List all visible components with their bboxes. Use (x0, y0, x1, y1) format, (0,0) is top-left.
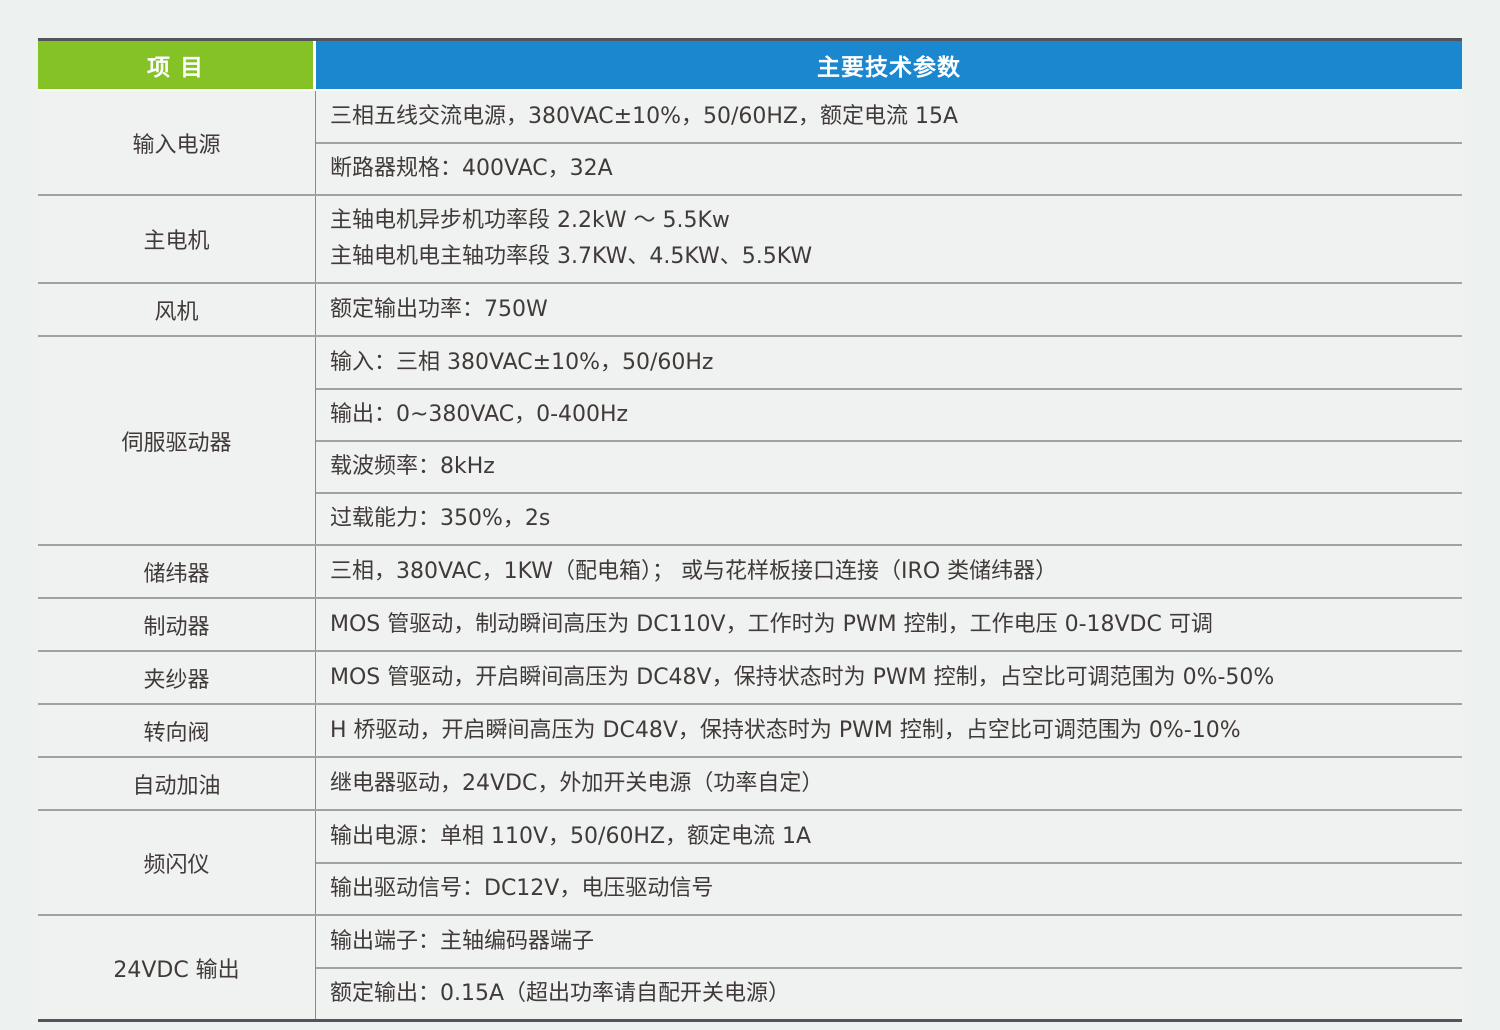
table-group-row: 输入电源 三相五线交流电源，380VAC±10%，50/60HZ，额定电流 15A… (38, 91, 1462, 194)
table-group-row: 主电机 主轴电机异步机功率段 2.2kW ～ 5.5Kw 主轴电机电主轴功率段 3.… (38, 194, 1462, 282)
table-group-row: 频闪仪 输出电源：单相 110V，50/60HZ，额定电流 1A 输出驱动信号：DC… (38, 809, 1462, 914)
spec-text: 三相五线交流电源，380VAC±10%，50/60HZ，额定电流 15A (330, 103, 959, 129)
spec-cell: MOS 管驱动，开启瞬间高压为 DC48V，保持状态时为 PWM 控制，占空比可… (316, 652, 1462, 703)
spec-cell-list: 输入：三相 380VAC±10%，50/60Hz 输出：0~380VAC，0-40… (316, 337, 1462, 544)
header-params-label: 主要技术参数 (817, 55, 961, 81)
spec-text: 输出端子：主轴编码器端子 (330, 928, 595, 954)
item-cell: 夹纱器 (38, 652, 316, 703)
item-cell: 频闪仪 (38, 811, 316, 914)
table-group-row: 夹纱器 MOS 管驱动，开启瞬间高压为 DC48V，保持状态时为 PWM 控制，占… (38, 650, 1462, 703)
spec-cell-list: H 桥驱动，开启瞬间高压为 DC48V，保持状态时为 PWM 控制，占空比可调范… (316, 705, 1462, 756)
spec-text: H 桥驱动，开启瞬间高压为 DC48V，保持状态时为 PWM 控制，占空比可调范… (330, 717, 1241, 743)
spec-cell: 输入：三相 380VAC±10%，50/60Hz (316, 337, 1462, 388)
spec-cell-list: 继电器驱动，24VDC，外加开关电源（功率自定） (316, 758, 1462, 809)
spec-cell: 输出电源：单相 110V，50/60HZ，额定电流 1A (316, 811, 1462, 862)
item-cell: 伺服驱动器 (38, 337, 316, 544)
spec-table: 项 目 主要技术参数 输入电源 三相五线交流电源，380VAC±10%，50/60… (38, 38, 1462, 1022)
item-cell: 制动器 (38, 599, 316, 650)
item-cell: 风机 (38, 284, 316, 335)
spec-text: 过载能力：350%，2s (330, 506, 551, 531)
spec-text: 输入：三相 380VAC±10%，50/60Hz (330, 349, 714, 375)
spec-cell: 输出驱动信号：DC12V，电压驱动信号 (316, 862, 1462, 914)
spec-text: 额定输出功率：750W (330, 296, 548, 322)
table-header-row: 项 目 主要技术参数 (38, 41, 1462, 91)
item-cell: 储纬器 (38, 546, 316, 597)
spec-text: 主轴电机电主轴功率段 3.7KW、4.5KW、5.5KW (330, 244, 813, 269)
spec-text: 断路器规格：400VAC，32A (330, 156, 613, 181)
spec-text: 三相，380VAC，1KW（配电箱）； 或与花样板接口连接（IRO 类储纬器） (330, 558, 1058, 584)
spec-text: 载波频率：8kHz (330, 454, 495, 479)
spec-text: 输出：0~380VAC，0-400Hz (330, 402, 629, 427)
spec-cell: 三相，380VAC，1KW（配电箱）； 或与花样板接口连接（IRO 类储纬器） (316, 546, 1462, 597)
table-group-row: 转向阀 H 桥驱动，开启瞬间高压为 DC48V，保持状态时为 PWM 控制，占空比… (38, 703, 1462, 756)
spec-cell: 断路器规格：400VAC，32A (316, 142, 1462, 194)
spec-text: 输出电源：单相 110V，50/60HZ，额定电流 1A (330, 823, 812, 849)
header-cell-item: 项 目 (38, 41, 316, 89)
spec-cell: MOS 管驱动，制动瞬间高压为 DC110V，工作时为 PWM 控制，工作电压 … (316, 599, 1462, 650)
spec-cell: 主轴电机异步机功率段 2.2kW ～ 5.5Kw 主轴电机电主轴功率段 3.7KW… (316, 196, 1462, 282)
spec-cell: 输出：0~380VAC，0-400Hz (316, 388, 1462, 440)
spec-cell: 继电器驱动，24VDC，外加开关电源（功率自定） (316, 758, 1462, 809)
table-group-row: 伺服驱动器 输入：三相 380VAC±10%，50/60Hz 输出：0~380VAC… (38, 335, 1462, 544)
spec-cell: 输出端子：主轴编码器端子 (316, 916, 1462, 967)
header-item-label: 项 目 (146, 55, 204, 81)
spec-cell: H 桥驱动，开启瞬间高压为 DC48V，保持状态时为 PWM 控制，占空比可调范… (316, 705, 1462, 756)
spec-cell: 载波频率：8kHz (316, 440, 1462, 492)
spec-cell-list: 主轴电机异步机功率段 2.2kW ～ 5.5Kw 主轴电机电主轴功率段 3.7KW… (316, 196, 1462, 282)
item-cell: 转向阀 (38, 705, 316, 756)
table-body: 输入电源 三相五线交流电源，380VAC±10%，50/60HZ，额定电流 15A… (38, 91, 1462, 1019)
item-cell: 输入电源 (38, 91, 316, 194)
spec-cell-list: 三相，380VAC，1KW（配电箱）； 或与花样板接口连接（IRO 类储纬器） (316, 546, 1462, 597)
table-group-row: 自动加油 继电器驱动，24VDC，外加开关电源（功率自定） (38, 756, 1462, 809)
spec-cell-list: 三相五线交流电源，380VAC±10%，50/60HZ，额定电流 15A 断路器规… (316, 91, 1462, 194)
spec-text: 输出驱动信号：DC12V，电压驱动信号 (330, 876, 714, 901)
spec-text: MOS 管驱动，制动瞬间高压为 DC110V，工作时为 PWM 控制，工作电压 … (330, 611, 1213, 637)
spec-text: 主轴电机异步机功率段 2.2kW ～ 5.5Kw (330, 208, 730, 233)
item-cell: 主电机 (38, 196, 316, 282)
spec-cell-list: 输出电源：单相 110V，50/60HZ，额定电流 1A 输出驱动信号：DC12V… (316, 811, 1462, 914)
table-group-row: 24VDC 输出 输出端子：主轴编码器端子额定输出：0.15A（超出功率请自配开关… (38, 914, 1462, 1019)
table-group-row: 风机 额定输出功率：750W (38, 282, 1462, 335)
spec-text: 额定输出：0.15A（超出功率请自配开关电源） (330, 981, 791, 1006)
spec-cell: 额定输出：0.15A（超出功率请自配开关电源） (316, 967, 1462, 1019)
spec-cell: 三相五线交流电源，380VAC±10%，50/60HZ，额定电流 15A (316, 91, 1462, 142)
spec-text: MOS 管驱动，开启瞬间高压为 DC48V，保持状态时为 PWM 控制，占空比可… (330, 664, 1275, 690)
item-cell: 24VDC 输出 (38, 916, 316, 1019)
spec-cell-list: 输出端子：主轴编码器端子额定输出：0.15A（超出功率请自配开关电源） (316, 916, 1462, 1019)
spec-cell-list: 额定输出功率：750W (316, 284, 1462, 335)
spec-text: 继电器驱动，24VDC，外加开关电源（功率自定） (330, 770, 824, 796)
table-group-row: 储纬器 三相，380VAC，1KW（配电箱）； 或与花样板接口连接（IRO 类储纬… (38, 544, 1462, 597)
spec-cell-list: MOS 管驱动，开启瞬间高压为 DC48V，保持状态时为 PWM 控制，占空比可… (316, 652, 1462, 703)
item-cell: 自动加油 (38, 758, 316, 809)
spec-cell: 过载能力：350%，2s (316, 492, 1462, 544)
header-cell-params: 主要技术参数 (316, 41, 1462, 89)
spec-cell: 额定输出功率：750W (316, 284, 1462, 335)
spec-cell-list: MOS 管驱动，制动瞬间高压为 DC110V，工作时为 PWM 控制，工作电压 … (316, 599, 1462, 650)
table-group-row: 制动器 MOS 管驱动，制动瞬间高压为 DC110V，工作时为 PWM 控制，工作… (38, 597, 1462, 650)
